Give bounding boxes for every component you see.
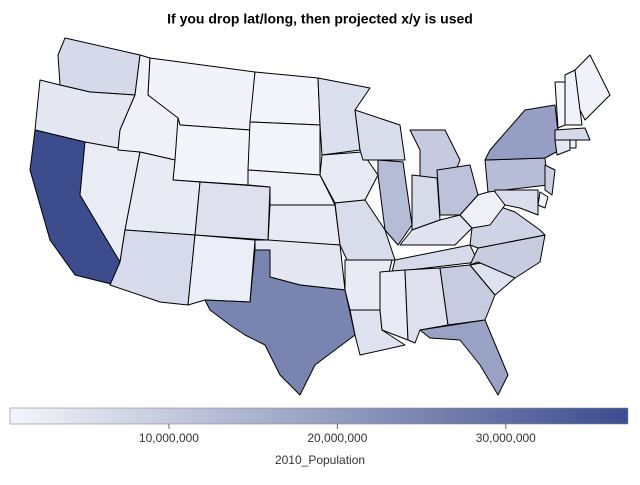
state <box>554 139 571 156</box>
tick-label: 30,000,000 <box>476 431 536 445</box>
state <box>544 164 556 196</box>
tick-label: 20,000,000 <box>307 431 367 445</box>
state <box>57 37 141 96</box>
state <box>494 189 539 216</box>
map-title: If you drop lat/long, then projected x/y… <box>167 11 473 27</box>
state <box>377 159 413 246</box>
state <box>247 121 321 176</box>
tick-label: 10,000,000 <box>139 431 199 445</box>
state <box>569 139 577 149</box>
state <box>484 157 549 193</box>
color-ticks: 10,000,000 20,000,000 30,000,000 <box>139 424 536 445</box>
state <box>354 109 406 161</box>
state <box>187 234 256 306</box>
legend-title: 2010_Population <box>275 453 365 467</box>
state <box>484 104 561 161</box>
state <box>204 249 356 396</box>
states <box>29 37 611 396</box>
state <box>267 204 341 246</box>
state <box>554 127 591 141</box>
state <box>379 269 409 341</box>
state <box>109 229 196 306</box>
state <box>419 319 509 396</box>
state <box>194 181 271 241</box>
color-bar <box>9 407 629 425</box>
state <box>537 191 549 209</box>
state <box>249 71 321 126</box>
state <box>574 54 611 121</box>
state <box>564 69 583 126</box>
state <box>439 264 496 326</box>
